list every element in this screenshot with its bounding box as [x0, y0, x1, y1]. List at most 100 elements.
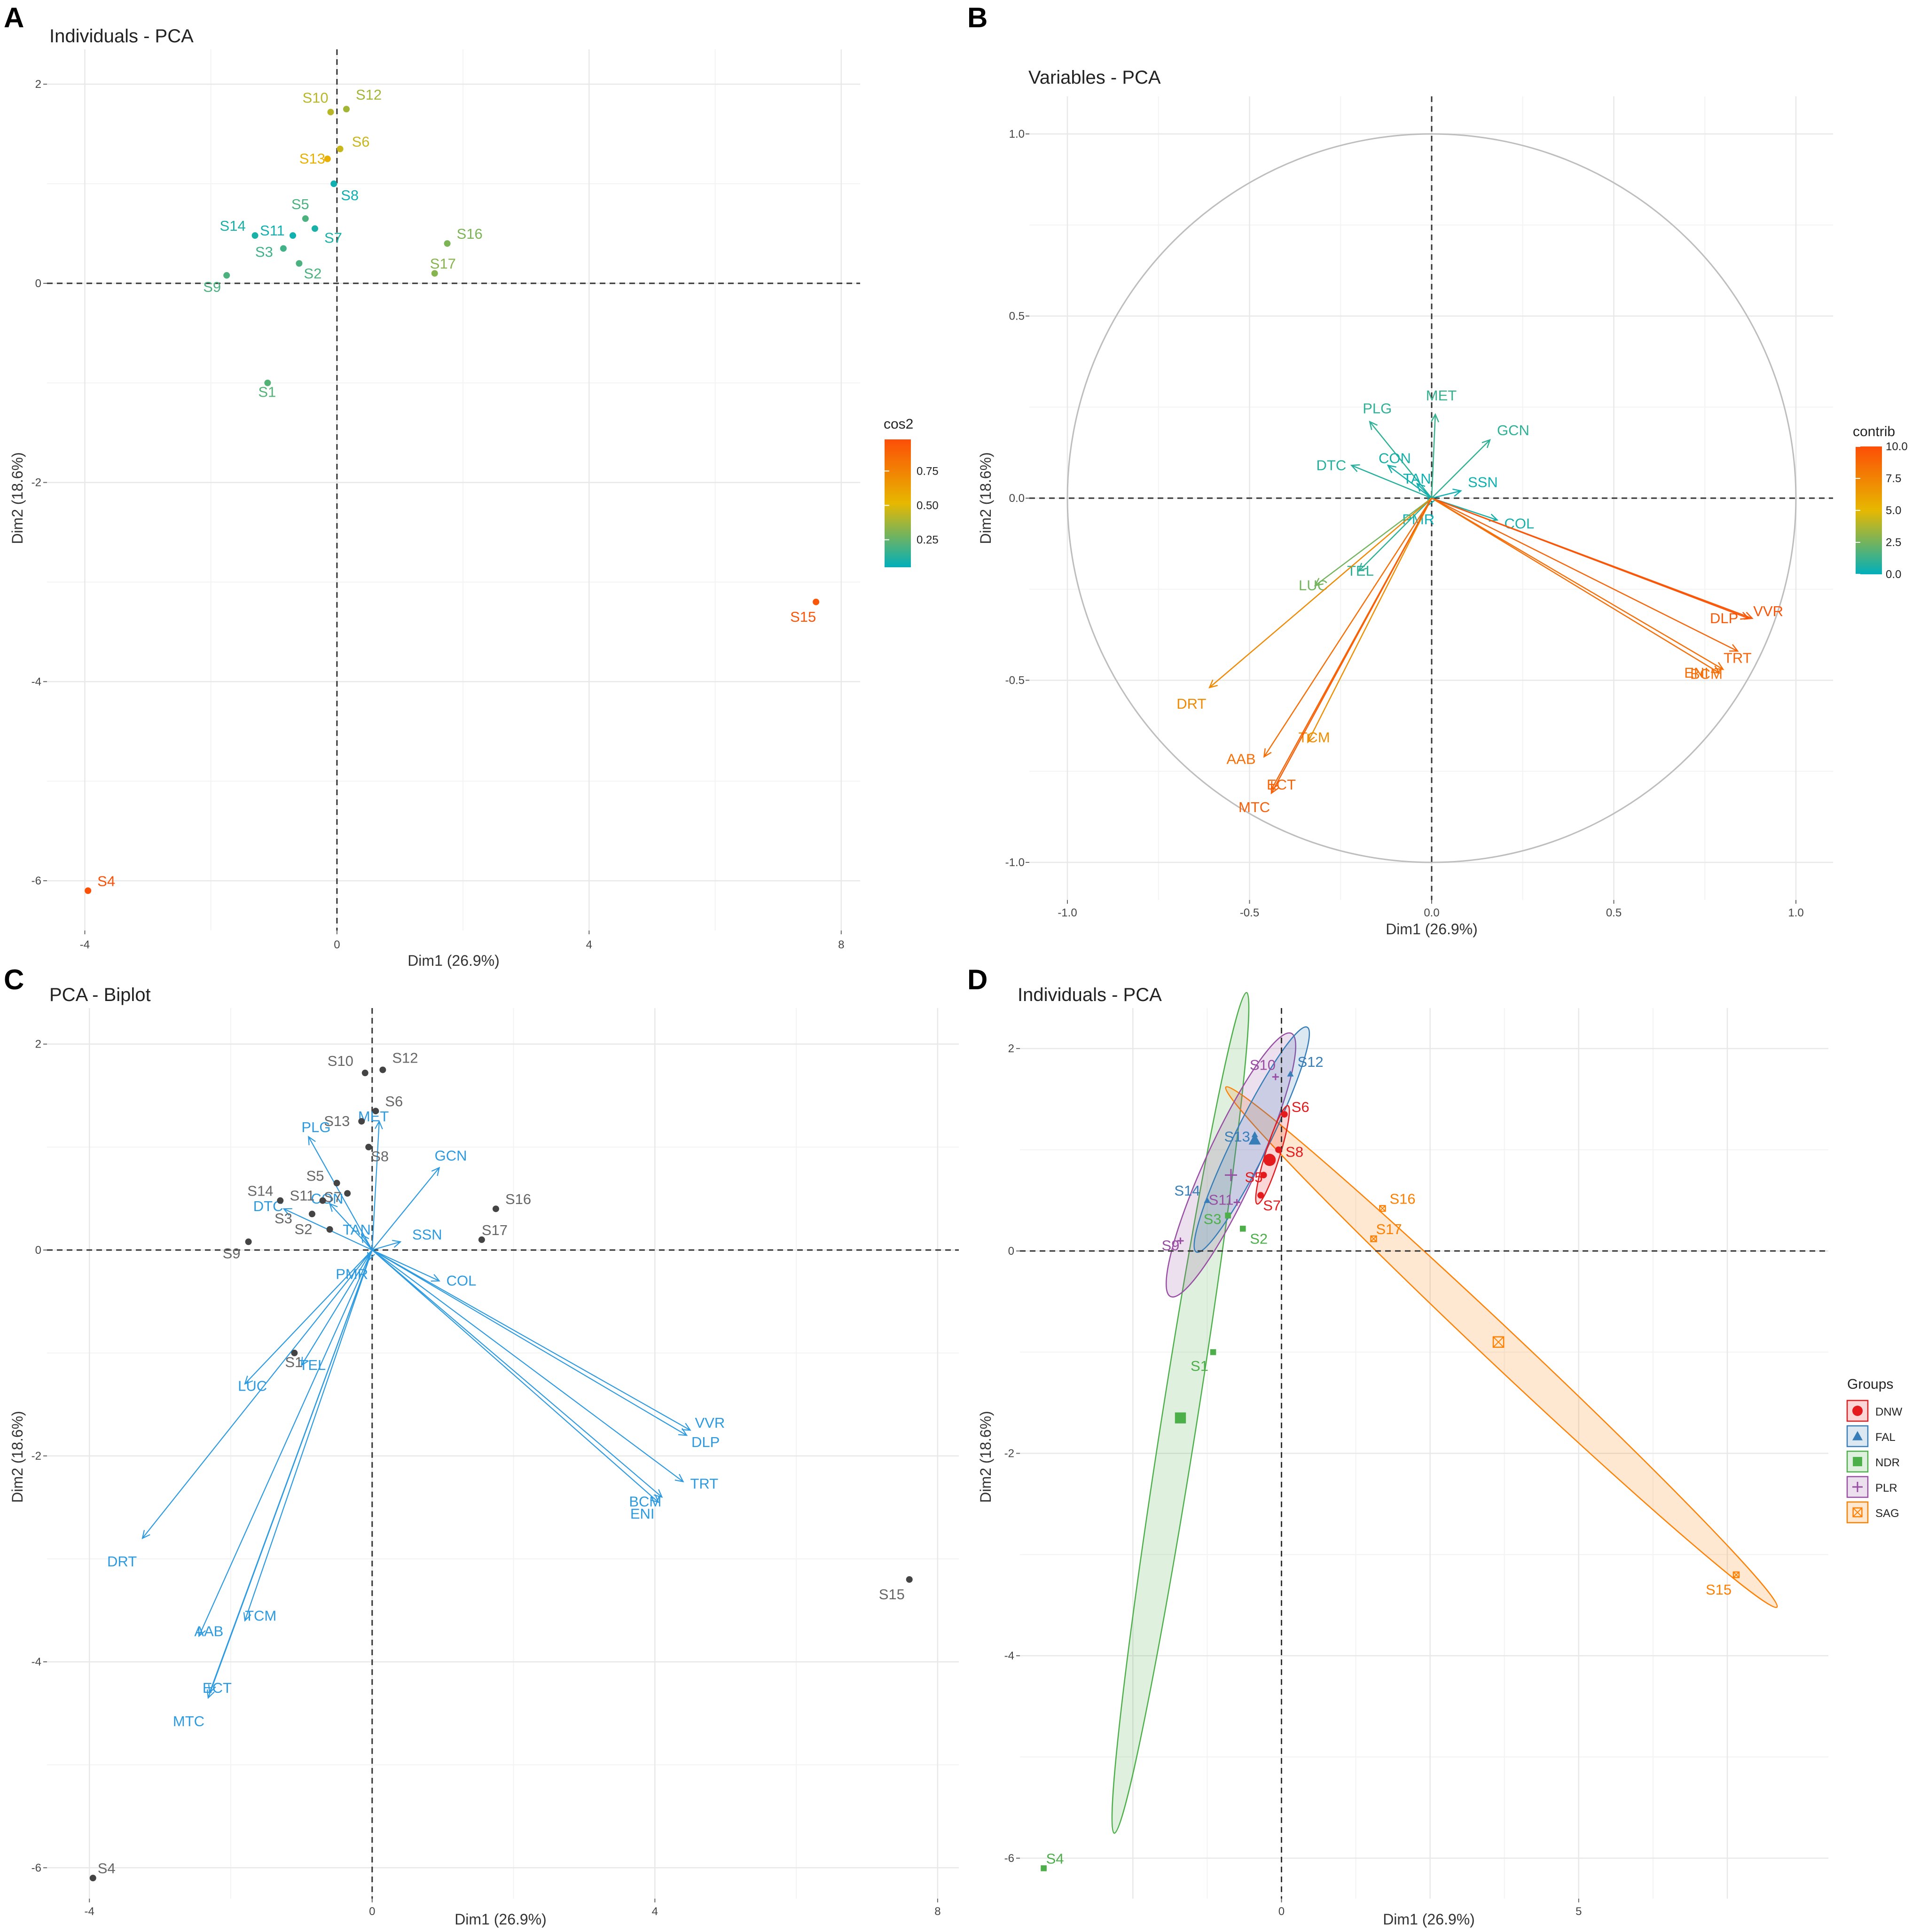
b-xtick-label: 0.0	[1424, 907, 1439, 919]
panel-c-arrow-label-dlp: DLP	[691, 1434, 720, 1450]
c-xtick-label: 8	[934, 1905, 940, 1918]
panel-d-point-label-s17: S17	[1376, 1221, 1402, 1237]
panel-c-point-label-s17: S17	[482, 1222, 508, 1238]
panel-d-point-s2	[1239, 1226, 1246, 1232]
a-ytick-label: 0	[35, 277, 41, 290]
panel-c-arrow-tan-head	[361, 1233, 369, 1243]
panel-b-arrow-label-drt: DRT	[1176, 696, 1206, 712]
panel-a-point-s5	[302, 215, 309, 222]
panel-b-arrow-drt-shaft	[1209, 498, 1432, 688]
panel-a-legend-colorbar	[885, 439, 911, 567]
panel-b-arrow-ssn-shaft	[1431, 490, 1461, 499]
b-xtick-label: 0.5	[1606, 907, 1622, 919]
panel-a-title: Individuals - PCA	[49, 26, 194, 47]
panel-a-point-s4	[85, 887, 92, 894]
panel-b-arrow-tan-head	[1416, 482, 1426, 492]
panel-b-legend-tick-label: 10.0	[1886, 440, 1908, 453]
panel-c-arrow-col-shaft	[372, 1249, 440, 1282]
c-ytick-label: -2	[31, 1450, 41, 1463]
panel-b-arrow-gcn	[1431, 438, 1491, 499]
panel-d-centroid-plr	[1224, 1169, 1237, 1181]
panel-b-arrow-eni-head	[1711, 665, 1721, 674]
panel-c-arrow-label-mtc: MTC	[173, 1713, 204, 1729]
panel-b-arrow-tel	[1357, 498, 1432, 572]
d-xtick-label: 5	[1575, 1905, 1582, 1918]
panel-a-point-s12	[343, 106, 350, 113]
panel-a-legend-tick-label: 0.50	[917, 499, 939, 512]
panel-b-arrow-tcm	[1307, 498, 1433, 743]
panel-c-arrow-tcm-shaft	[244, 1250, 373, 1621]
panel-c-arrow-ssn-shaft	[372, 1241, 401, 1251]
panel-c-point-s17	[478, 1236, 485, 1243]
a-xtick-label: 4	[586, 939, 592, 951]
panel-a-xlabel: Dim1 (26.9%)	[408, 952, 500, 969]
panel-c-arrow-con-head	[329, 1203, 338, 1212]
panel-b-arrow-tel-head	[1357, 563, 1367, 572]
panel-b-arrow-vvr-head	[1740, 611, 1750, 620]
panel-b-legend-tick-label: 5.0	[1886, 504, 1901, 517]
panel-d-point-label-s4: S4	[1046, 1850, 1064, 1867]
panel-c-arrow-bcm-shaft	[372, 1249, 663, 1498]
panel-b-arrow-ssn-head	[1452, 488, 1462, 497]
panel-c-point-label-s10: S10	[328, 1053, 353, 1069]
panel-c-point-s9	[245, 1238, 252, 1245]
panel-b-arrow-label-con: CON	[1379, 450, 1411, 466]
panel-a-legend: cos2 0.25 0.50 0.75	[884, 416, 939, 567]
panel-c-arrow-met	[371, 1120, 383, 1250]
panel-d-point-s6	[1281, 1111, 1288, 1118]
panel-c-point-s15	[906, 1576, 913, 1583]
panel-b-arrow-label-col: COL	[1505, 516, 1535, 532]
panel-label-c: C	[4, 964, 24, 995]
panel-c-point-s4	[89, 1875, 96, 1882]
panel-b-arrow-dtc	[1350, 464, 1432, 499]
panel-d-point-s15-d2	[1733, 1572, 1740, 1578]
panel-c-arrow-label-ect: ECT	[203, 1680, 232, 1696]
panel-d-point-s13	[1251, 1131, 1258, 1137]
panel-c-arrow-ssn-head	[392, 1240, 402, 1248]
panel-c-arrow-label-aab: AAB	[194, 1623, 223, 1639]
panel-c-point-label-s15: S15	[879, 1586, 905, 1603]
panel-d-legend-label-ndr: NDR	[1875, 1456, 1900, 1469]
panel-b-arrow-label-trt: TRT	[1724, 650, 1752, 666]
panel-d-legend: Groups DNW FAL NDR PLR SAG	[1846, 1377, 1903, 1524]
panel-b-arrow-aab-shaft	[1263, 498, 1433, 757]
panel-a-points: S1 S2 S3 S4 S5 S6 S7 S8 S9 S10 S11 S12 S13 S14 S15 S16S…	[85, 86, 820, 894]
panel-b-arrow-eni	[1431, 497, 1721, 674]
panel-b-arrow-trt-head	[1729, 644, 1739, 652]
panel-d-centroid-sag-d2	[1493, 1336, 1504, 1348]
panel-b-arrow-label-met: MET	[1426, 387, 1457, 404]
panel-c-point-label-s12: S12	[392, 1049, 418, 1066]
panel-b-arrow-label-vvr: VVR	[1753, 603, 1783, 619]
panel-a-point-s17	[431, 270, 438, 277]
panel-d-legend-marker-fal	[1852, 1431, 1863, 1440]
a-ytick-label: 2	[35, 78, 41, 91]
panel-b-arrow-luc	[1314, 498, 1432, 587]
panel-b-arrow-dtc-head	[1350, 464, 1360, 472]
panel-c-arrow-luc-head	[244, 1376, 253, 1385]
panel-c-arrow-luc-shaft	[244, 1250, 373, 1384]
panel-d-point-label-s8: S8	[1285, 1143, 1303, 1160]
panel-a-point-s16	[444, 240, 451, 247]
panel-d-legend-title: Groups	[1847, 1377, 1893, 1392]
panel-c-point-s2	[326, 1226, 333, 1233]
panel-c-point-label-s14: S14	[247, 1183, 273, 1199]
panel-c-arrow-col	[372, 1249, 440, 1282]
panel-d-point-label-s2: S2	[1250, 1230, 1268, 1247]
c-xtick-label: 0	[369, 1905, 375, 1918]
panel-b-title: Variables - PCA	[1028, 67, 1161, 88]
panel-c-arrow-trt-shaft	[372, 1249, 684, 1482]
panel-a-point-s15	[813, 598, 820, 605]
b-xtick-label: -0.5	[1240, 907, 1259, 919]
panel-c-point-label-s9: S9	[223, 1245, 241, 1261]
panel-b-arrow-met-head	[1431, 413, 1440, 422]
panel-a-point-s13	[324, 156, 331, 163]
panel-d-legend-marker-sag-box	[1852, 1507, 1863, 1517]
panel-b-arrow-aab	[1263, 498, 1433, 758]
panel-a-point-label-s12: S12	[356, 86, 382, 103]
panel-c-point-s13	[358, 1118, 365, 1125]
panel-c-arrow-vvr-head	[682, 1423, 691, 1431]
panel-a-ticks: -4 0 4 8 -6 -4 -2 0 2	[31, 78, 845, 951]
d-ytick-label: -2	[1004, 1447, 1014, 1460]
panel-a-point-label-s10: S10	[302, 89, 328, 106]
panel-c-point-s11	[319, 1197, 326, 1204]
